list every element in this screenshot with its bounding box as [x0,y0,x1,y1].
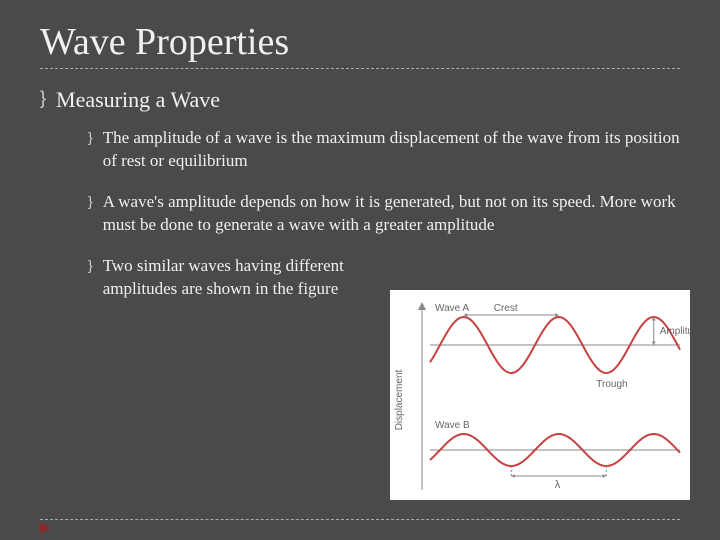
svg-text:Amplitude: Amplitude [660,326,690,337]
list-item: } A wave's amplitude depends on how it i… [88,191,680,237]
svg-text:λ: λ [555,479,561,491]
svg-text:Displacement: Displacement [394,369,405,430]
bullet-icon: } [88,255,93,276]
svg-text:Wave A: Wave A [435,303,469,314]
list-item: } The amplitude of a wave is the maximum… [88,127,680,173]
svg-text:Crest: Crest [494,303,518,314]
bullet-icon: } [88,191,93,212]
body-list: } The amplitude of a wave is the maximum… [88,127,680,301]
footer-marker-icon [40,522,50,534]
bullet-icon: } [88,127,93,148]
title-divider [40,68,680,69]
svg-text:Trough: Trough [596,379,627,390]
subtitle: Measuring a Wave [56,87,220,113]
body-text: Two similar waves having different ampli… [103,255,363,301]
bullet-icon: } [40,87,46,110]
page-title: Wave Properties [40,20,680,64]
body-text: A wave's amplitude depends on how it is … [103,191,680,237]
footer-divider [40,519,680,520]
wave-diagram: Displacement Wave A Crest Amplitude Trough Wa… [390,290,690,500]
svg-text:Wave B: Wave B [435,420,470,431]
body-text: The amplitude of a wave is the maximum d… [103,127,680,173]
subtitle-row: } Measuring a Wave [40,87,680,113]
